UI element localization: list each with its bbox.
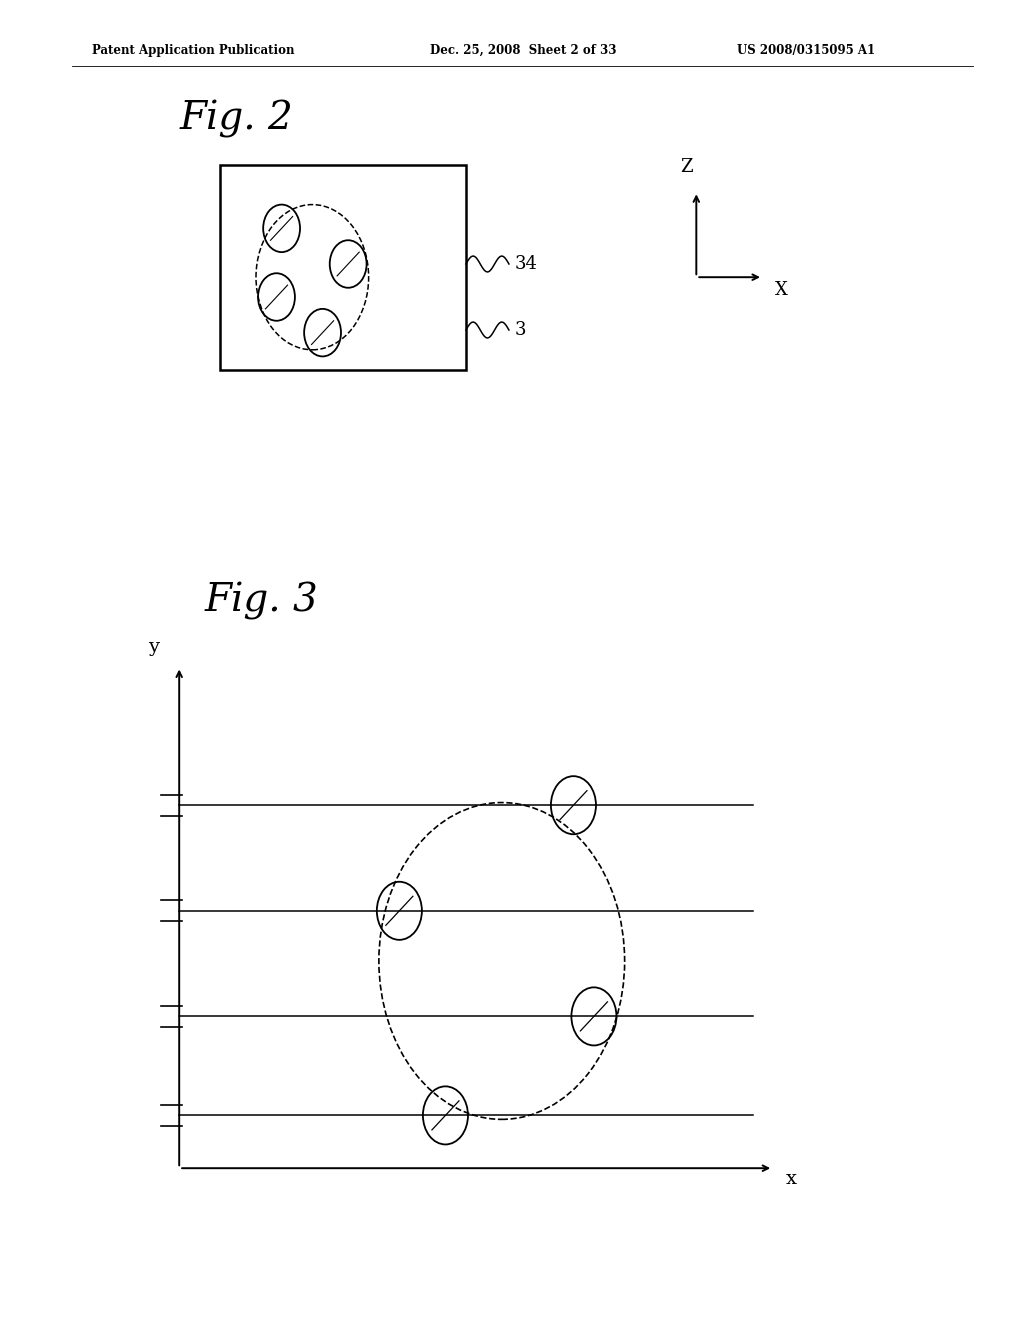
Text: Z: Z — [680, 157, 692, 176]
Text: Patent Application Publication: Patent Application Publication — [92, 44, 295, 57]
Text: x: x — [785, 1170, 797, 1188]
Text: X: X — [775, 281, 788, 300]
Text: 3: 3 — [515, 321, 526, 339]
Text: US 2008/0315095 A1: US 2008/0315095 A1 — [737, 44, 876, 57]
Text: Fig. 2: Fig. 2 — [179, 100, 293, 137]
Text: y: y — [148, 638, 159, 656]
Text: 34: 34 — [515, 255, 538, 273]
Text: Fig. 3: Fig. 3 — [205, 582, 318, 619]
Bar — [220, 165, 466, 370]
Text: Dec. 25, 2008  Sheet 2 of 33: Dec. 25, 2008 Sheet 2 of 33 — [430, 44, 616, 57]
